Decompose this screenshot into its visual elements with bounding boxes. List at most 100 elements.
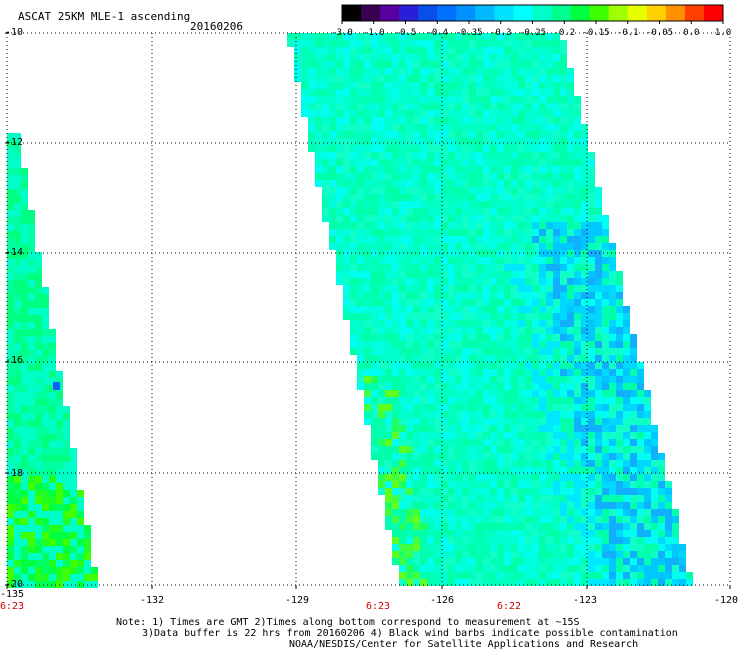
swath-cell [28,273,35,280]
swath-cell [350,299,357,306]
swath-cell [49,427,56,434]
grid-layer [6,32,731,586]
swath-cell [434,222,441,229]
swath-cell [35,322,42,329]
swath-cell [476,194,483,201]
swath-cell [581,194,588,201]
swath-cell [420,75,427,82]
swath-cell [455,229,462,236]
swath-cell [637,488,644,495]
swath-cell [455,250,462,257]
swath-cell [560,502,567,509]
swath-cell [378,187,385,194]
swath-cell [532,145,539,152]
swath-cell [574,124,581,131]
swath-cell [350,138,357,145]
swath-cell [518,565,525,572]
swath-cell [343,194,350,201]
swath-cell [630,551,637,558]
swath-cell [448,341,455,348]
swath-cell [350,306,357,313]
swath-cell [497,544,504,551]
swath-cell [399,411,406,418]
swath-cell [35,252,42,259]
swath-cell [609,572,616,579]
swath-cell [399,180,406,187]
swath-cell [511,502,518,509]
swath-cell [56,518,63,525]
swath-cell [350,320,357,327]
swath-cell [504,187,511,194]
swath-cell [483,96,490,103]
swath-cell [560,404,567,411]
swath-cell [525,61,532,68]
swath-cell [511,124,518,131]
swath-cell [490,306,497,313]
swath-cell [609,530,616,537]
swath-cell [378,271,385,278]
swath-cell [455,173,462,180]
swath-cell [644,530,651,537]
swath-cell [399,82,406,89]
swath-cell [385,369,392,376]
swath-cell [7,133,14,140]
swath-cell [476,229,483,236]
swath-cell [623,327,630,334]
swath-cell [455,383,462,390]
swath-cell [511,509,518,516]
swath-cell [35,399,42,406]
swath-cell [434,61,441,68]
swath-cell [497,145,504,152]
swath-cell [7,490,14,497]
swath-cell [399,502,406,509]
swath-cell [581,299,588,306]
swath-cell [546,432,553,439]
swath-cell [336,68,343,75]
swath-cell [427,152,434,159]
swath-cell [609,292,616,299]
swath-cell [560,299,567,306]
swath-cell [413,544,420,551]
swath-cell [672,579,679,586]
swath-cell [490,33,497,40]
swath-cell [399,467,406,474]
swath-cell [504,271,511,278]
swath-cell [21,238,28,245]
swath-cell [532,124,539,131]
swath-cell [651,551,658,558]
swath-cell [21,476,28,483]
swath-cell [28,448,35,455]
swath-cell [329,124,336,131]
swath-cell [560,488,567,495]
swath-cell [413,516,420,523]
swath-cell [595,495,602,502]
swath-cell [532,460,539,467]
swath-cell [483,75,490,82]
swath-cell [581,145,588,152]
swath-cell [441,439,448,446]
swath-cell [7,406,14,413]
swath-cell [595,530,602,537]
swath-cell [581,376,588,383]
swath-cell [420,33,427,40]
swath-cell [483,341,490,348]
swath-cell [406,411,413,418]
swath-cell [504,278,511,285]
swath-cell [420,166,427,173]
swath-cell [623,467,630,474]
swath-cell [406,516,413,523]
swath-cell [392,558,399,565]
swath-cell [574,537,581,544]
swath-cell [392,292,399,299]
swath-cell [427,397,434,404]
swath-cell [476,257,483,264]
swath-cell [483,89,490,96]
swath-cell [511,285,518,292]
swath-cell [574,194,581,201]
swath-cell [399,124,406,131]
swath-cell [658,460,665,467]
swath-cell [427,341,434,348]
swath-cell [595,341,602,348]
swath-cell [427,334,434,341]
swath-cell [420,516,427,523]
